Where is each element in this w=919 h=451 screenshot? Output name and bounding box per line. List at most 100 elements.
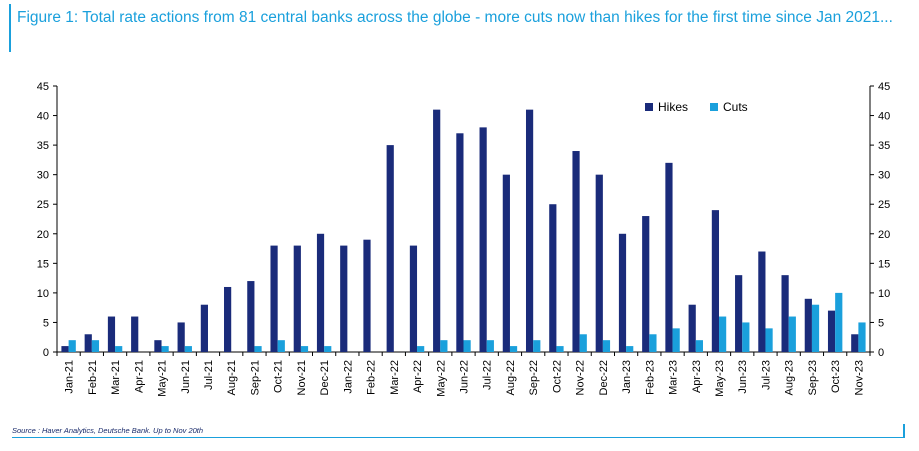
bar-cuts bbox=[602, 340, 611, 352]
bar-hikes bbox=[665, 162, 673, 352]
x-tick-label: Feb-21 bbox=[87, 360, 99, 395]
y-tick-label-left: 15 bbox=[37, 258, 49, 270]
x-tick-label: Mar-22 bbox=[389, 360, 401, 395]
y-tick-label-left: 10 bbox=[37, 288, 49, 300]
x-tick-label: Jun-22 bbox=[459, 360, 471, 394]
bar-cuts bbox=[742, 322, 750, 352]
legend-swatch-cuts bbox=[710, 103, 718, 111]
bar-cuts bbox=[579, 334, 587, 352]
bar-cuts bbox=[835, 292, 843, 352]
bar-cuts bbox=[463, 340, 471, 352]
x-tick-label: Apr-22 bbox=[412, 360, 424, 393]
x-tick-label: Aug-21 bbox=[226, 360, 238, 395]
legend-label-cuts: Cuts bbox=[723, 100, 748, 114]
y-tick-label-left: 0 bbox=[43, 347, 49, 359]
y-tick-label-left: 30 bbox=[37, 170, 49, 182]
legend-label-hikes: Hikes bbox=[658, 100, 688, 114]
bar-hikes bbox=[340, 245, 348, 352]
bar-hikes bbox=[409, 245, 418, 352]
bar-cuts bbox=[184, 346, 192, 352]
x-tick-label: Feb-22 bbox=[366, 360, 378, 395]
x-tick-label: Jun-23 bbox=[737, 360, 749, 394]
bar-hikes bbox=[711, 210, 720, 352]
y-tick-label-left: 5 bbox=[43, 317, 49, 329]
bar-cuts bbox=[161, 346, 169, 352]
bar-cuts bbox=[649, 334, 657, 352]
bar-hikes bbox=[572, 151, 580, 352]
bar-cuts bbox=[115, 346, 123, 352]
x-tick-label: Jul-22 bbox=[482, 360, 494, 390]
bar-cuts bbox=[277, 340, 285, 352]
y-tick-label-left: 20 bbox=[37, 229, 49, 241]
x-tick-label: Mar-21 bbox=[110, 360, 122, 395]
bar-hikes bbox=[549, 204, 557, 352]
bar-hikes bbox=[781, 275, 789, 352]
chart-title: Figure 1: Total rate actions from 81 cen… bbox=[17, 9, 893, 26]
x-tick-label: Oct-23 bbox=[830, 360, 842, 393]
bar-cuts bbox=[254, 346, 262, 352]
bar-cuts bbox=[556, 346, 564, 352]
y-tick-label-left: 45 bbox=[37, 81, 49, 93]
y-tick-label-left: 40 bbox=[37, 111, 49, 123]
bar-hikes bbox=[316, 233, 325, 352]
x-tick-label: Oct-21 bbox=[273, 360, 285, 393]
bar-hikes bbox=[525, 109, 534, 353]
bar-hikes bbox=[618, 233, 627, 352]
source-note: Source : Haver Analytics, Deutsche Bank.… bbox=[12, 426, 204, 435]
x-tick-label: Oct-22 bbox=[551, 360, 563, 393]
bar-cuts bbox=[695, 340, 703, 352]
y-tick-label-right: 10 bbox=[878, 288, 890, 300]
y-tick-label-left: 35 bbox=[37, 140, 49, 152]
y-tick-label-right: 25 bbox=[878, 199, 890, 211]
bar-hikes bbox=[200, 304, 208, 352]
bar-hikes bbox=[735, 275, 743, 352]
x-tick-label: Apr-21 bbox=[133, 360, 145, 393]
x-tick-label: Aug-23 bbox=[784, 360, 796, 395]
x-tick-label: Jan-22 bbox=[342, 360, 354, 394]
bar-hikes bbox=[479, 127, 487, 352]
bar-hikes bbox=[804, 298, 812, 352]
x-tick-label: May-21 bbox=[157, 360, 169, 397]
bar-cuts bbox=[858, 322, 866, 352]
x-tick-label: Feb-23 bbox=[644, 360, 656, 395]
bar-hikes bbox=[224, 286, 232, 352]
bar-hikes bbox=[433, 109, 441, 353]
y-tick-label-left: 25 bbox=[37, 199, 49, 211]
bar-cuts bbox=[417, 346, 425, 352]
x-tick-label: May-23 bbox=[714, 360, 726, 397]
x-tick-label: Sep-22 bbox=[528, 360, 540, 395]
y-tick-label-right: 20 bbox=[878, 229, 890, 241]
x-tick-label: Jan-21 bbox=[64, 360, 76, 394]
bar-hikes bbox=[827, 310, 836, 352]
bar-hikes bbox=[154, 340, 162, 352]
x-tick-label: May-22 bbox=[435, 360, 447, 397]
bar-hikes bbox=[247, 281, 255, 352]
bar-hikes bbox=[84, 334, 92, 352]
y-tick-label-right: 15 bbox=[878, 258, 890, 270]
bar-cuts bbox=[765, 328, 773, 352]
bar-cuts bbox=[811, 304, 820, 352]
y-tick-label-right: 0 bbox=[878, 347, 884, 359]
bar-hikes bbox=[270, 245, 278, 352]
bar-cuts bbox=[533, 340, 541, 352]
x-tick-label: Dec-22 bbox=[598, 360, 610, 395]
legend-swatch-hikes bbox=[645, 103, 653, 111]
footer-divider bbox=[12, 437, 904, 438]
bar-cuts bbox=[788, 316, 796, 352]
bar-cuts bbox=[626, 346, 634, 352]
x-tick-label: Jun-21 bbox=[180, 360, 192, 394]
bar-hikes bbox=[595, 174, 603, 352]
bar-cuts bbox=[440, 340, 448, 352]
x-tick-label: Jan-23 bbox=[621, 360, 633, 394]
title-block: Figure 1: Total rate actions from 81 cen… bbox=[9, 4, 904, 52]
bar-hikes bbox=[363, 239, 371, 352]
y-tick-label-right: 40 bbox=[878, 111, 890, 123]
bar-hikes bbox=[851, 334, 859, 352]
bar-cuts bbox=[672, 328, 680, 352]
bar-cuts bbox=[719, 316, 727, 352]
bar-hikes bbox=[642, 216, 650, 352]
bar-hikes bbox=[688, 304, 696, 352]
x-tick-label: Nov-23 bbox=[853, 360, 865, 395]
bar-cuts bbox=[486, 340, 494, 352]
